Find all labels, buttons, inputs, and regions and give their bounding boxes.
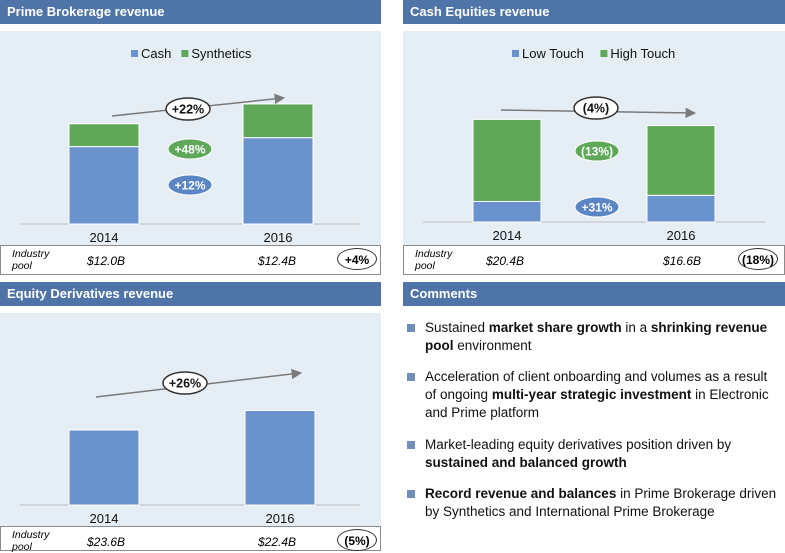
comment-bold-text: Record revenue and balances [425,486,617,501]
prime-industry-pool-row: Industry pool $12.0B $12.4B +4% [0,245,381,275]
equity-derivatives-panel: Equity Derivatives revenue 2014 2016 +26% … [0,282,381,553]
cash-equities-chart: Low Touch High Touch 2014 2016 (4%) (13%) +31% [423,46,765,243]
bar-2016-cash [242,137,314,225]
comment-text-run: environment [453,338,532,353]
x-tick-label-2014: 2014 [90,511,119,526]
bullet-square-icon [407,490,415,498]
comment-text-run: Acceleration of client onboarding and vo… [425,369,768,402]
prime-pool-label: Industry pool [12,248,50,272]
legend-label-0: Cash [141,46,171,61]
comment-bold-text: market share growth [488,320,622,335]
deriv-pool-label: Industry pool [12,529,50,553]
prime-pool-change: +4% [337,248,377,270]
legend-label-1: Synthetics [191,46,251,61]
comment-bold-text: sustained and balanced growth [425,455,627,470]
comment-text: Market-leading equity derivatives positi… [425,436,780,472]
prime-pool-2016: $12.4B [258,254,297,268]
bar-2014-value [68,429,140,506]
bar-2016-high-touch [646,125,716,196]
cash-pool-label: Industry pool [415,248,453,272]
deriv-pool-2016: $22.4B [258,535,297,549]
segment-change-oval-0 [167,138,213,160]
equity-derivatives-title: Equity Derivatives revenue [0,282,381,306]
bar-2016-synthetics [242,103,314,139]
comment-bold-text: shrinking revenue pool [425,320,768,353]
legend-swatch-0 [131,50,138,57]
cash-equities-title: Cash Equities revenue [403,0,785,24]
bar-2016-low-touch [646,194,716,223]
x-tick-label-2016: 2016 [264,230,293,245]
segment-change-label-0: (13%) [581,145,613,159]
comment-bold-text: multi-year strategic investment [491,387,692,402]
comments-panel: Comments Sustained market share growth i… [403,282,785,551]
comment-text: Record revenue and balances in Prime Bro… [425,485,780,521]
cash-pool-2016: $16.6B [663,254,702,268]
bullet-square-icon [407,324,415,332]
prime-pool-2014: $12.0B [87,254,126,268]
prime-brokerage-plot: Cash Synthetics 2014 2016 +22% +48% +12% [0,31,381,245]
segment-change-label-0: +48% [174,143,205,157]
segment-change-oval-1 [574,196,620,218]
bar-2014-synthetics [68,123,140,148]
segment-change-oval-1 [167,174,213,196]
segment-change-label-1: +31% [581,201,612,215]
overall-change-label: (4%) [583,102,609,116]
legend-swatch-1 [181,50,189,57]
x-tick-label-2014: 2014 [90,230,119,245]
prime-brokerage-title: Prime Brokerage revenue [0,0,381,24]
segment-change-oval-0 [574,140,620,162]
equity-derivatives-chart: 2014 2016 +26% [20,368,360,526]
comments-title: Comments [403,282,785,306]
x-tick-label-2016: 2016 [266,511,295,526]
bullet-square-icon [407,441,415,449]
deriv-pool-change: (5%) [337,529,377,551]
comment-text-run: Sustained [425,320,489,335]
overall-change-label: +26% [169,377,201,391]
equity-derivatives-plot: 2014 2016 +26% [0,313,381,526]
comment-text: Sustained market share growth in a shrin… [425,319,780,355]
bar-2014-cash [68,146,140,225]
deriv-industry-pool-row: Industry pool $23.6B $22.4B (5%) [0,526,381,553]
cash-equities-panel: Cash Equities revenue Low Touch High Touc… [403,0,785,275]
overall-change-oval [165,97,211,121]
x-tick-label-2016: 2016 [667,228,696,243]
x-tick-label-2014: 2014 [493,228,522,243]
legend-swatch-1 [600,50,608,57]
prime-brokerage-chart: Cash Synthetics 2014 2016 +22% +48% +12% [20,46,360,245]
legend-label-1: High Touch [610,46,675,61]
comment-text-run: in a [621,320,651,335]
overall-change-oval [162,371,208,395]
comment-text-run: in Prime Brokerage driven by Synthetics … [425,486,777,519]
cash-pool-2014: $20.4B [486,254,525,268]
cash-industry-pool-row: Industry pool $20.4B $16.6B (18%) [403,245,785,275]
comment-text-run: in Electronic and Prime platform [425,387,769,420]
overall-change-label: +22% [172,103,204,117]
segment-change-label-1: +12% [174,179,205,193]
legend-label-0: Low Touch [522,46,584,61]
comment-text: Acceleration of client onboarding and vo… [425,368,780,422]
legend-swatch-0 [512,50,519,57]
comment-text-run: Market-leading equity derivatives positi… [425,437,732,452]
cash-pool-change: (18%) [738,248,778,270]
bullet-square-icon [407,373,415,381]
overall-change-oval [573,96,619,120]
prime-brokerage-panel: Prime Brokerage revenue Cash Synthetics 20… [0,0,381,275]
cash-equities-plot: Low Touch High Touch 2014 2016 (4%) (13%) +31% [403,31,785,245]
bar-2014-low-touch [472,200,542,223]
bar-2014-high-touch [472,118,542,202]
bar-2016-value [244,410,316,506]
deriv-pool-2014: $23.6B [87,535,126,549]
